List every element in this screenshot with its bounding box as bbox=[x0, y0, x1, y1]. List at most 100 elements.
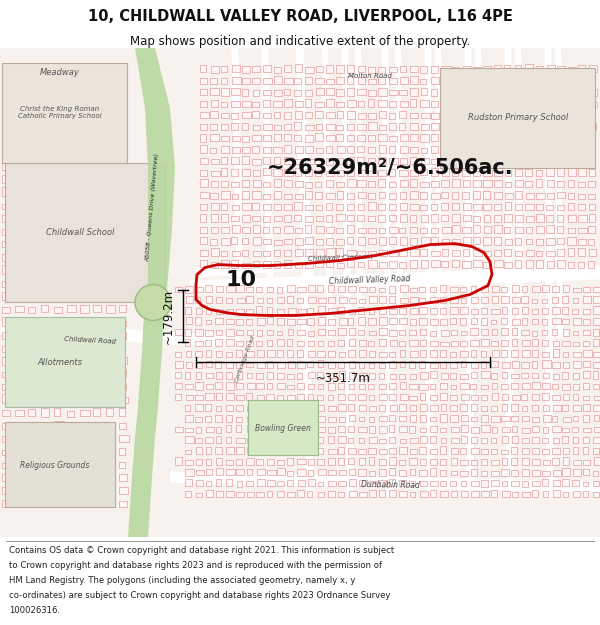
Bar bbox=[80, 268, 88, 274]
Bar bbox=[521, 362, 529, 368]
Bar bbox=[277, 288, 282, 292]
Bar bbox=[106, 371, 113, 377]
Bar bbox=[532, 299, 537, 303]
Bar bbox=[195, 404, 203, 411]
Bar bbox=[536, 112, 544, 119]
Bar bbox=[441, 180, 449, 187]
Bar bbox=[389, 216, 396, 221]
Bar bbox=[336, 182, 344, 188]
Bar bbox=[450, 318, 456, 324]
Bar bbox=[338, 394, 346, 400]
Bar bbox=[242, 101, 251, 107]
Bar bbox=[484, 112, 491, 118]
Bar bbox=[505, 182, 511, 188]
Bar bbox=[525, 204, 533, 210]
Bar bbox=[536, 193, 545, 199]
Bar bbox=[399, 308, 406, 314]
Bar bbox=[461, 481, 466, 486]
Bar bbox=[305, 238, 313, 244]
Bar bbox=[263, 90, 271, 96]
Bar bbox=[119, 216, 128, 222]
Bar bbox=[206, 490, 213, 498]
Bar bbox=[185, 469, 194, 476]
Bar bbox=[368, 91, 376, 96]
Bar bbox=[338, 318, 347, 325]
Bar bbox=[450, 404, 457, 411]
Bar bbox=[389, 146, 395, 152]
Bar bbox=[93, 502, 101, 507]
Bar bbox=[463, 203, 471, 211]
Bar bbox=[536, 66, 542, 72]
Bar bbox=[379, 384, 386, 389]
Bar bbox=[481, 481, 488, 487]
Bar bbox=[106, 305, 115, 312]
Bar bbox=[557, 249, 563, 256]
Bar bbox=[194, 248, 481, 278]
Bar bbox=[216, 309, 223, 314]
Bar bbox=[450, 352, 456, 357]
Bar bbox=[440, 470, 446, 476]
Bar bbox=[504, 262, 512, 268]
Bar bbox=[471, 460, 476, 464]
Bar bbox=[451, 458, 457, 464]
Bar bbox=[562, 384, 571, 389]
Bar bbox=[399, 426, 407, 432]
Bar bbox=[440, 414, 448, 422]
Bar bbox=[296, 48, 313, 278]
Bar bbox=[578, 216, 587, 222]
Bar bbox=[484, 146, 491, 152]
Bar bbox=[211, 88, 219, 96]
Bar bbox=[451, 438, 458, 444]
Bar bbox=[41, 369, 49, 378]
Bar bbox=[318, 360, 323, 368]
Bar bbox=[420, 134, 429, 141]
Bar bbox=[532, 373, 538, 378]
Bar bbox=[583, 350, 592, 357]
Bar bbox=[349, 491, 357, 498]
Bar bbox=[389, 330, 397, 336]
Bar bbox=[326, 215, 332, 222]
Bar bbox=[297, 406, 304, 411]
Bar bbox=[274, 111, 280, 118]
Bar bbox=[578, 249, 585, 256]
Bar bbox=[15, 396, 25, 404]
Bar bbox=[532, 448, 539, 454]
Bar bbox=[287, 414, 295, 422]
Bar bbox=[491, 460, 499, 465]
Bar bbox=[511, 481, 520, 486]
Bar bbox=[295, 181, 304, 187]
Bar bbox=[440, 373, 448, 379]
Bar bbox=[512, 426, 517, 432]
Bar bbox=[491, 416, 500, 422]
Bar bbox=[382, 48, 394, 497]
Bar bbox=[368, 318, 376, 324]
Bar bbox=[400, 318, 407, 324]
Bar bbox=[284, 249, 290, 256]
Bar bbox=[257, 330, 262, 336]
Bar bbox=[252, 78, 260, 84]
Bar bbox=[389, 468, 395, 476]
Bar bbox=[287, 361, 295, 368]
Bar bbox=[318, 329, 325, 335]
Bar bbox=[277, 481, 284, 486]
Bar bbox=[470, 328, 478, 336]
Bar bbox=[119, 321, 126, 326]
Bar bbox=[2, 317, 11, 326]
Bar bbox=[106, 161, 116, 169]
Bar bbox=[547, 148, 556, 153]
Bar bbox=[536, 170, 542, 176]
Bar bbox=[593, 296, 600, 303]
Bar bbox=[589, 102, 597, 107]
Bar bbox=[440, 481, 446, 486]
Bar bbox=[379, 238, 386, 244]
Bar bbox=[274, 250, 280, 256]
Bar bbox=[358, 307, 364, 314]
Bar bbox=[430, 341, 438, 346]
Bar bbox=[430, 436, 436, 444]
Bar bbox=[246, 296, 253, 302]
Bar bbox=[389, 416, 395, 421]
Bar bbox=[298, 469, 306, 476]
Bar bbox=[481, 491, 490, 497]
Bar bbox=[410, 134, 418, 141]
Bar bbox=[347, 261, 354, 268]
